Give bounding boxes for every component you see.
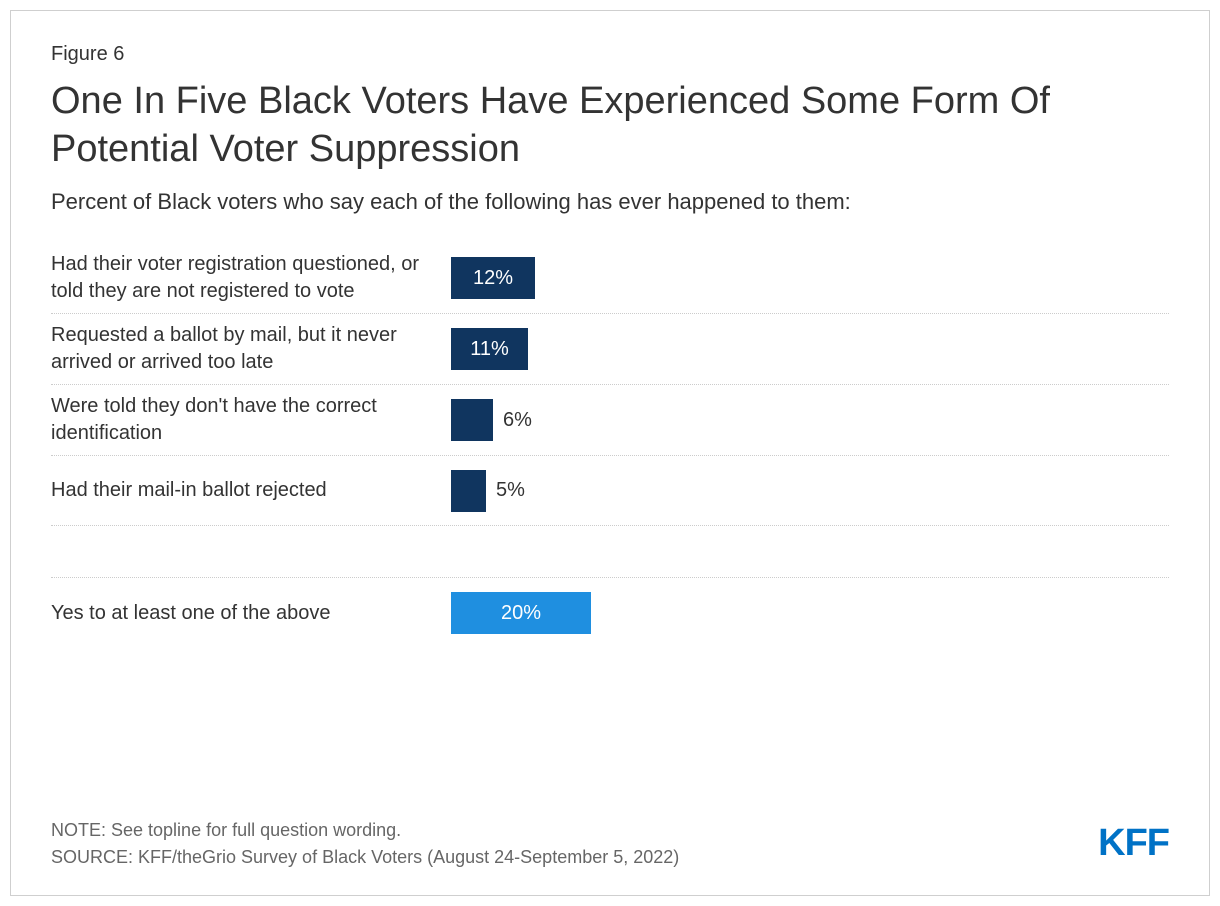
row-label: Had their mail-in ballot rejected bbox=[51, 477, 451, 504]
chart-spacer bbox=[51, 526, 1169, 578]
row-bar-area: 11% bbox=[451, 328, 1169, 370]
bar bbox=[451, 399, 493, 441]
row-label: Yes to at least one of the above bbox=[51, 600, 451, 627]
figure-title: One In Five Black Voters Have Experience… bbox=[51, 78, 1169, 173]
footer-notes: NOTE: See topline for full question word… bbox=[51, 817, 679, 871]
row-label: Were told they don't have the correct id… bbox=[51, 393, 451, 447]
bar-value: 5% bbox=[496, 479, 525, 502]
row-label: Had their voter registration questioned,… bbox=[51, 251, 451, 305]
figure-label: Figure 6 bbox=[51, 43, 1169, 66]
figure-subtitle: Percent of Black voters who say each of … bbox=[51, 189, 1169, 215]
bar-value: 6% bbox=[503, 409, 532, 432]
bar: 12% bbox=[451, 257, 535, 299]
bar-value: 20% bbox=[501, 602, 541, 625]
source-text: SOURCE: KFF/theGrio Survey of Black Vote… bbox=[51, 844, 679, 871]
note-text: NOTE: See topline for full question word… bbox=[51, 817, 679, 844]
chart-row: Had their voter registration questioned,… bbox=[51, 243, 1169, 314]
row-bar-area: 20% bbox=[451, 592, 1169, 634]
chart-row: Were told they don't have the correct id… bbox=[51, 385, 1169, 456]
kff-logo: KFF bbox=[1098, 822, 1169, 865]
row-bar-area: 6% bbox=[451, 399, 1169, 441]
chart-row: Requested a ballot by mail, but it never… bbox=[51, 314, 1169, 385]
row-bar-area: 5% bbox=[451, 470, 1169, 512]
bar: 20% bbox=[451, 592, 591, 634]
row-bar-area: 12% bbox=[451, 257, 1169, 299]
bar: 11% bbox=[451, 328, 528, 370]
figure-container: Figure 6 One In Five Black Voters Have E… bbox=[10, 10, 1210, 896]
bar-value: 11% bbox=[470, 338, 509, 361]
chart-area: Had their voter registration questioned,… bbox=[51, 243, 1169, 648]
row-label: Requested a ballot by mail, but it never… bbox=[51, 322, 451, 376]
bar bbox=[451, 470, 486, 512]
chart-row: Had their mail-in ballot rejected 5% bbox=[51, 456, 1169, 526]
bar-value: 12% bbox=[473, 267, 513, 290]
chart-row: Yes to at least one of the above 20% bbox=[51, 578, 1169, 648]
